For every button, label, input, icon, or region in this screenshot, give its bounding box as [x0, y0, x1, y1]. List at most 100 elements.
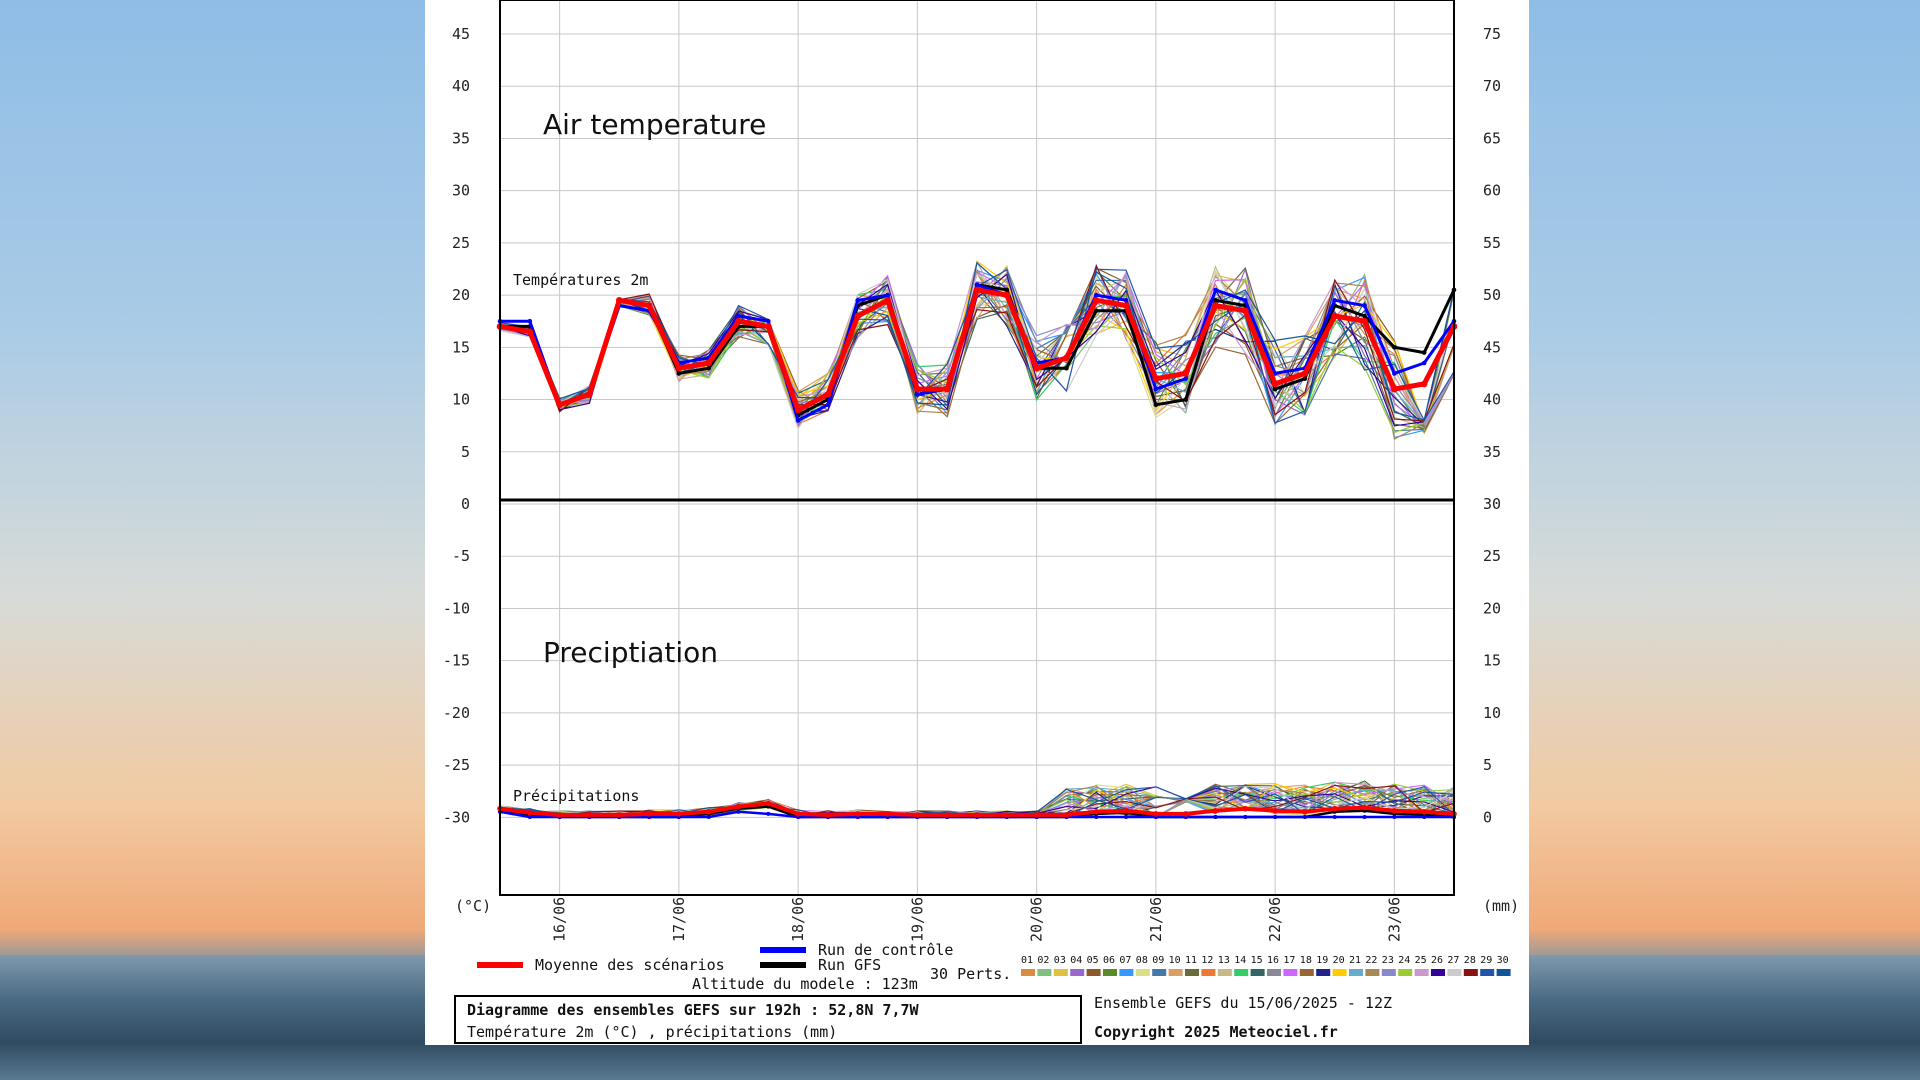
data-point [1212, 302, 1219, 309]
data-point [1033, 812, 1040, 818]
data-point [556, 812, 563, 818]
data-point [1153, 386, 1159, 392]
data-point [1272, 386, 1278, 392]
y-right-tick-label: 50 [1483, 286, 1501, 304]
pert-number-label: 02 [1037, 955, 1049, 966]
data-point [1243, 298, 1248, 303]
data-point [1302, 808, 1308, 815]
pert-color-swatch [1398, 969, 1413, 976]
x-date-label: 19/06 [908, 897, 926, 942]
pert-color-swatch [1496, 969, 1511, 976]
data-point [1302, 814, 1307, 820]
data-point [675, 364, 683, 372]
pert-color-swatch [1119, 969, 1134, 976]
y-right-tick-label: 55 [1483, 234, 1501, 252]
legend: Moyenne des scénarios Run de contrôle Ru… [477, 941, 1511, 993]
data-point [854, 312, 862, 320]
data-point [1242, 307, 1249, 315]
y-left-tick-label: 0 [461, 495, 470, 513]
plot-frame [499, 0, 1455, 896]
data-point [527, 814, 532, 820]
data-point [1392, 814, 1397, 820]
data-point [1094, 814, 1099, 820]
pert-color-swatch [1267, 969, 1281, 976]
y-right-tick-label: 10 [1483, 704, 1501, 722]
y-right-tick-label: 75 [1483, 25, 1501, 43]
y-right-tick-label: 35 [1483, 443, 1501, 461]
pert-number-label: 24 [1398, 955, 1410, 966]
data-point [1242, 805, 1249, 812]
data-point [1152, 375, 1160, 382]
y-right-tick-label: 30 [1483, 495, 1501, 513]
data-point [765, 323, 772, 330]
pert-number-label: 23 [1382, 955, 1394, 966]
y-left-tick-label: 35 [452, 129, 470, 147]
temperature-panel-label: Températures 2m [513, 271, 648, 289]
main-series [496, 282, 1458, 820]
pert-color-swatch [1349, 969, 1363, 976]
y-right-tick-label: 45 [1483, 338, 1501, 356]
data-point [735, 803, 742, 810]
data-point [736, 809, 741, 814]
pert-color-swatch [1037, 969, 1052, 976]
data-point [556, 401, 563, 409]
data-point [1123, 807, 1129, 814]
pert-number-label: 05 [1087, 955, 1099, 966]
y-left-tick-label: -30 [443, 808, 470, 826]
pert-color-swatch [1332, 969, 1347, 976]
data-point [1183, 397, 1188, 402]
data-point [1331, 805, 1338, 812]
data-point [615, 297, 623, 304]
y-right-tick-label: 40 [1483, 391, 1501, 409]
y-right-tick-label: 5 [1483, 756, 1492, 774]
perturbation-series [499, 260, 1455, 818]
data-point [943, 385, 951, 393]
air-temperature-label: Air temperature [543, 108, 766, 141]
pert-color-swatch [1431, 969, 1445, 976]
y-right-tick-label: 60 [1483, 182, 1501, 200]
data-point [1361, 317, 1368, 325]
data-point [1213, 287, 1218, 293]
data-point [1182, 370, 1189, 377]
data-point [1331, 312, 1339, 320]
data-point [1361, 804, 1368, 811]
pert-number-label: 01 [1021, 955, 1033, 966]
data-point [1272, 807, 1278, 814]
data-point [765, 800, 772, 807]
y-left-tick-label: 40 [452, 77, 470, 95]
pert-color-swatch [1103, 969, 1117, 976]
data-point [795, 811, 801, 817]
data-point [1153, 402, 1159, 408]
pert-number-label: 04 [1070, 955, 1082, 966]
data-point [1212, 807, 1219, 814]
pert-number-label: 14 [1234, 955, 1246, 966]
x-date-label: 23/06 [1385, 897, 1403, 942]
data-point [1004, 287, 1010, 293]
pert-color-swatch [1447, 969, 1462, 976]
pert-color-swatch [1414, 969, 1429, 976]
data-point [527, 810, 533, 816]
data-point [705, 359, 712, 367]
pert-color-swatch [1365, 969, 1380, 976]
pert-number-label: 29 [1480, 955, 1492, 966]
data-point [1421, 808, 1427, 815]
x-date-label: 17/06 [670, 897, 688, 942]
pert-color-swatch [1217, 969, 1232, 976]
y-right-tick-label: 65 [1483, 129, 1501, 147]
data-point [973, 286, 981, 294]
data-point [1391, 807, 1398, 814]
precipitation-overlay-label: Preciptiation [543, 636, 718, 669]
x-date-label: 21/06 [1147, 897, 1165, 942]
y-left-tick-label: 25 [452, 234, 470, 252]
data-point [1213, 814, 1218, 820]
data-point [527, 318, 533, 324]
data-point [1301, 370, 1309, 377]
data-point [825, 402, 831, 408]
data-point [736, 313, 741, 319]
data-point [1092, 297, 1100, 304]
pert-color-swatch [1316, 969, 1331, 976]
data-point [884, 297, 891, 304]
y-right-tick-label: 70 [1483, 77, 1501, 95]
y-left-tick-label: -25 [443, 756, 470, 774]
